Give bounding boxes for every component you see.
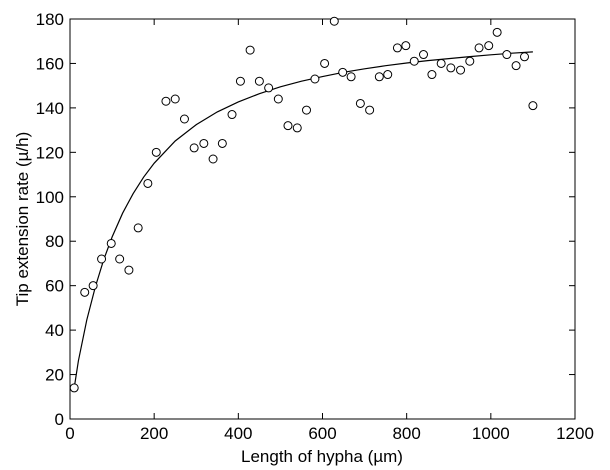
x-tick-label: 0 <box>65 424 74 443</box>
data-point <box>245 45 255 55</box>
data-point <box>365 105 375 115</box>
data-point <box>436 58 446 68</box>
data-point <box>502 50 512 60</box>
data-point <box>409 56 419 66</box>
x-axis-label: Length of hypha (µm) <box>241 447 403 466</box>
data-point <box>355 98 365 108</box>
data-point <box>208 154 218 164</box>
y-tick-label: 80 <box>45 232 64 251</box>
fit-curve <box>73 51 533 388</box>
data-points <box>69 16 538 393</box>
plot-area-frame <box>69 18 576 420</box>
data-point <box>254 76 264 86</box>
data-point <box>456 65 466 75</box>
y-tick-label: 140 <box>36 99 64 118</box>
data-point <box>310 74 320 84</box>
data-point <box>520 52 529 62</box>
data-point <box>346 72 356 82</box>
data-point <box>427 70 437 80</box>
x-tick-label: 1000 <box>472 424 510 443</box>
data-point <box>273 94 283 104</box>
data-point <box>383 70 393 80</box>
data-point <box>151 147 161 157</box>
data-point <box>170 94 180 104</box>
data-point <box>217 138 227 148</box>
data-point <box>329 16 339 26</box>
x-tick-label: 1200 <box>556 424 594 443</box>
y-tick-label: 0 <box>55 410 64 429</box>
y-tick-label: 180 <box>36 10 64 29</box>
data-point <box>302 105 312 115</box>
data-point <box>227 110 237 120</box>
data-point <box>419 50 428 60</box>
data-point <box>338 67 348 77</box>
y-tick-label: 60 <box>45 277 64 296</box>
data-point <box>283 121 293 131</box>
tick-labels: 0 200 400 600 800 1000 1200 0 20 40 60 80 100 120 140 1… <box>36 10 594 443</box>
data-point <box>392 43 402 53</box>
data-point <box>88 281 98 291</box>
data-point <box>320 58 330 68</box>
data-point <box>511 61 521 71</box>
y-tick-label: 40 <box>45 321 64 340</box>
data-point <box>474 43 484 53</box>
data-point <box>97 254 107 264</box>
data-point <box>199 138 209 148</box>
data-point <box>133 223 143 233</box>
y-tick-label: 100 <box>36 188 64 207</box>
data-point <box>492 27 502 37</box>
data-point <box>465 56 475 66</box>
data-point <box>401 41 411 51</box>
data-point <box>80 287 90 297</box>
data-point <box>143 178 153 188</box>
data-point <box>235 76 245 86</box>
y-tick-label: 160 <box>36 54 64 73</box>
data-point <box>528 101 538 111</box>
data-point <box>264 83 274 93</box>
y-tick-label: 120 <box>36 143 64 162</box>
data-point <box>374 72 384 82</box>
data-point <box>161 96 171 106</box>
x-tick-label: 600 <box>308 424 336 443</box>
data-point <box>179 114 189 124</box>
x-tick-label: 400 <box>224 424 252 443</box>
data-point <box>106 238 116 248</box>
data-point <box>292 123 302 133</box>
y-axis-label: Tip extension rate (µ/h) <box>13 132 32 307</box>
x-tick-label: 800 <box>392 424 420 443</box>
data-point <box>115 254 125 264</box>
data-point <box>446 63 456 73</box>
data-point <box>69 383 79 393</box>
data-point <box>189 143 199 153</box>
x-tick-label: 200 <box>140 424 168 443</box>
y-tick-label: 20 <box>45 366 64 385</box>
axis-ticks <box>69 18 576 420</box>
data-point <box>124 265 134 275</box>
data-point <box>484 41 494 51</box>
